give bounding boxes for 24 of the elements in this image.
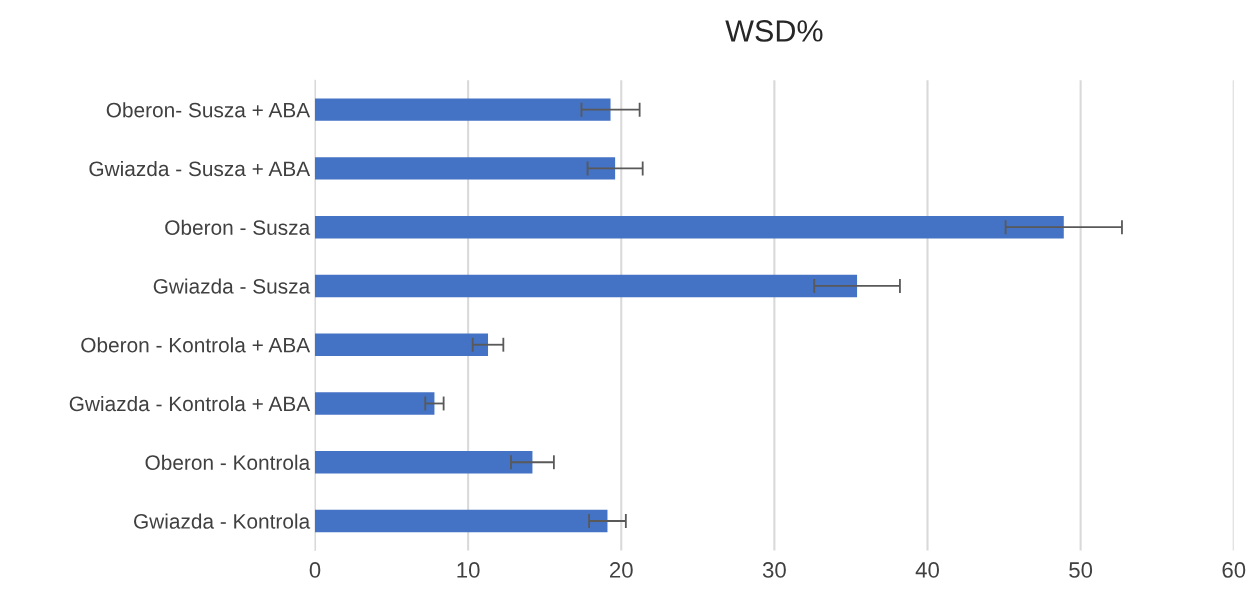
x-tick-label: 40 bbox=[915, 562, 939, 578]
x-tick-label: 0 bbox=[309, 562, 321, 578]
y-tick-label: Gwiazda - Susza bbox=[153, 278, 311, 294]
bar bbox=[315, 451, 533, 474]
bar bbox=[315, 98, 611, 121]
y-tick-label: Oberon - Kontrola + ABA bbox=[81, 337, 311, 353]
x-tick-label: 30 bbox=[762, 562, 786, 578]
y-tick-label: Oberon - Susza bbox=[165, 219, 311, 235]
x-tick-label: 10 bbox=[457, 562, 480, 578]
y-tick-label: Gwiazda - Susza + ABA bbox=[89, 160, 311, 177]
y-tick-label: Oberon - Kontrola bbox=[145, 454, 311, 470]
x-tick-label: 20 bbox=[610, 562, 633, 578]
x-tick-label: 50 bbox=[1069, 562, 1093, 578]
bar bbox=[315, 157, 616, 180]
bar bbox=[315, 392, 435, 415]
bar bbox=[315, 216, 1064, 239]
bar bbox=[315, 333, 489, 356]
x-tick-label: 60 bbox=[1222, 562, 1246, 578]
y-tick-label: Gwiazda - Kontrola bbox=[134, 513, 311, 529]
chart-title: WSD% bbox=[725, 20, 823, 42]
y-tick-label: Oberon- Susza + ABA bbox=[106, 102, 311, 118]
bar bbox=[315, 509, 608, 533]
bar bbox=[315, 274, 858, 298]
y-tick-label: Gwiazda - Kontrola + ABA bbox=[69, 395, 311, 412]
